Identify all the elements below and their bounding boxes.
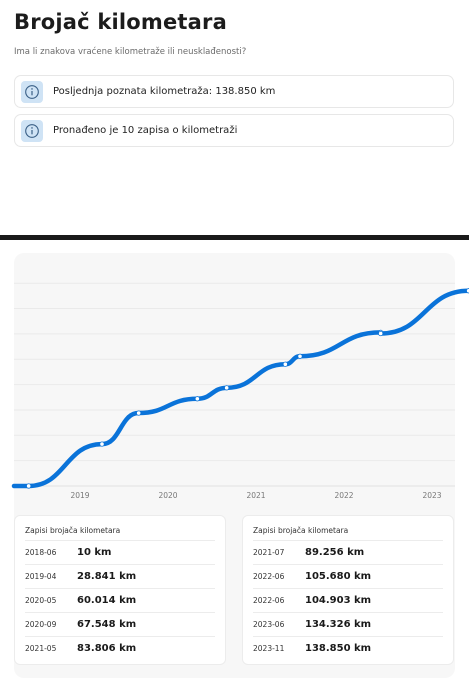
records-table-left: Zapisi brojača kilometara 2018-06 10 km …: [14, 515, 226, 665]
chart-grid: [14, 282, 455, 462]
row-mileage: 10 km: [77, 547, 112, 558]
x-tick-label: 2020: [158, 491, 177, 500]
row-mileage: 28.841 km: [77, 571, 137, 582]
info-card-record-count: Pronađeno je 10 zapisa o kilometraži: [14, 114, 454, 147]
table-row: 2021-07 89.256 km: [253, 540, 443, 565]
info-card-text: Pronađeno je 10 zapisa o kilometraži: [53, 125, 238, 136]
row-mileage: 83.806 km: [77, 643, 137, 654]
data-point: [194, 396, 200, 402]
page-title: Brojač kilometara: [14, 10, 227, 34]
row-mileage: 60.014 km: [77, 595, 137, 606]
table-header: Zapisi brojača kilometara: [25, 526, 121, 535]
row-date: 2023-06: [253, 620, 285, 629]
mileage-line-chart: 2019 2020 2021 2022 2023: [11, 282, 469, 500]
records-table-right: Zapisi brojača kilometara 2021-07 89.256…: [242, 515, 454, 665]
x-tick-label: 2021: [246, 491, 265, 500]
data-point: [282, 361, 288, 367]
data-point: [136, 410, 142, 416]
table-row: 2020-05 60.014 km: [25, 588, 215, 613]
table-row: 2023-11 138.850 km: [253, 636, 443, 661]
row-date: 2019-04: [25, 572, 57, 581]
data-point: [297, 353, 303, 359]
section-divider: [0, 235, 469, 240]
info-card-text: Posljednja poznata kilometraža: 138.850 …: [53, 86, 276, 97]
table-row: 2020-09 67.548 km: [25, 612, 215, 637]
row-date: 2022-06: [253, 572, 285, 581]
table-row: 2018-06 10 km: [25, 540, 215, 565]
table-header: Zapisi brojača kilometara: [253, 526, 349, 535]
info-icon: [21, 120, 43, 142]
row-date: 2021-05: [25, 644, 57, 653]
table-row: 2022-06 104.903 km: [253, 588, 443, 613]
row-date: 2018-06: [25, 548, 57, 557]
row-date: 2022-06: [253, 596, 285, 605]
row-date: 2020-05: [25, 596, 57, 605]
x-tick-label: 2023: [422, 491, 441, 500]
table-row: 2019-04 28.841 km: [25, 564, 215, 589]
table-row: 2023-06 134.326 km: [253, 612, 443, 637]
row-mileage: 89.256 km: [305, 547, 365, 558]
row-date: 2020-09: [25, 620, 57, 629]
row-date: 2023-11: [253, 644, 285, 653]
data-point: [26, 483, 32, 489]
row-mileage: 67.548 km: [77, 619, 137, 630]
table-row: 2021-05 83.806 km: [25, 636, 215, 661]
table-row: 2022-06 105.680 km: [253, 564, 443, 589]
data-point: [224, 385, 230, 391]
x-tick-label: 2019: [70, 491, 89, 500]
info-icon: [21, 81, 43, 103]
row-mileage: 104.903 km: [305, 595, 372, 606]
x-tick-label: 2022: [334, 491, 353, 500]
page-subtitle: Ima li znakova vraćene kilometraže ili n…: [14, 47, 247, 57]
row-mileage: 105.680 km: [305, 571, 372, 582]
data-point: [99, 441, 105, 447]
row-mileage: 134.326 km: [305, 619, 372, 630]
data-point: [378, 330, 384, 337]
row-mileage: 138.850 km: [305, 643, 372, 654]
info-card-last-mileage: Posljednja poznata kilometraža: 138.850 …: [14, 75, 454, 108]
row-date: 2021-07: [253, 548, 285, 557]
